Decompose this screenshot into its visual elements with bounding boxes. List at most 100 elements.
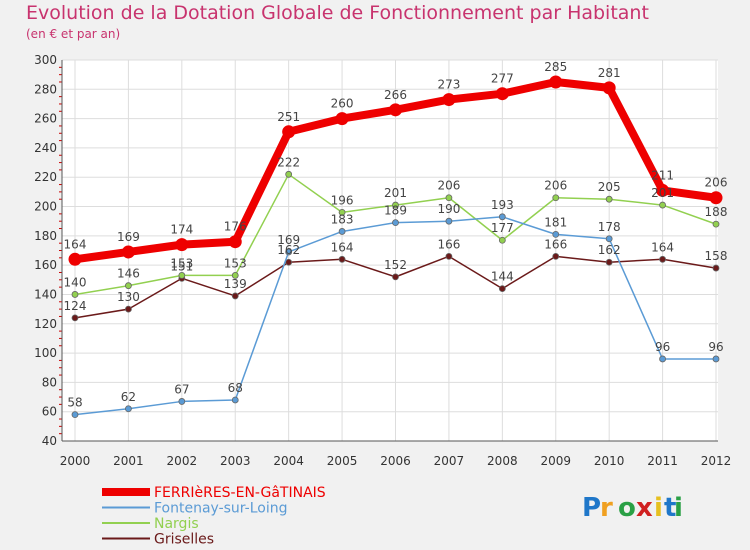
data-label: 144 bbox=[491, 270, 514, 284]
data-point bbox=[659, 255, 666, 263]
data-point bbox=[445, 194, 453, 202]
logo-letter: i bbox=[654, 493, 663, 523]
data-label: 201 bbox=[384, 186, 407, 200]
data-label: 164 bbox=[651, 240, 674, 254]
data-point bbox=[602, 81, 616, 95]
data-point bbox=[392, 273, 399, 281]
x-tick-label: 2010 bbox=[594, 454, 625, 468]
y-tick-label: 60 bbox=[42, 405, 57, 419]
data-label: 146 bbox=[117, 267, 140, 281]
data-point bbox=[495, 87, 509, 101]
data-label: 67 bbox=[174, 382, 189, 396]
data-label: 96 bbox=[655, 340, 670, 354]
data-label: 153 bbox=[170, 256, 193, 270]
axes: 40 60 80 100 120 140 160 180 200 220 240 260 280 300 2… bbox=[34, 53, 731, 468]
data-point bbox=[71, 291, 79, 298]
data-point bbox=[231, 292, 239, 300]
data-point bbox=[498, 213, 506, 221]
data-point bbox=[709, 191, 723, 205]
proxiti-logo: Pr o x i ti bbox=[582, 493, 683, 523]
data-label: 169 bbox=[117, 230, 140, 244]
logo-letter: o bbox=[618, 493, 636, 523]
data-point bbox=[392, 201, 399, 209]
x-tick-label: 2006 bbox=[380, 454, 411, 468]
data-label: 277 bbox=[491, 72, 514, 86]
y-tick-label: 240 bbox=[34, 141, 57, 155]
data-point bbox=[121, 245, 135, 259]
data-point bbox=[445, 252, 453, 260]
y-tick-label: 120 bbox=[34, 317, 57, 331]
y-tick-label: 300 bbox=[34, 53, 57, 67]
data-label: 201 bbox=[651, 186, 674, 200]
data-point bbox=[285, 248, 293, 256]
data-label: 139 bbox=[224, 277, 247, 291]
data-point bbox=[659, 355, 666, 363]
data-point bbox=[285, 258, 293, 266]
data-label: 164 bbox=[331, 240, 354, 254]
data-point bbox=[282, 125, 296, 139]
data-label: 130 bbox=[117, 290, 140, 304]
y-tick-label: 180 bbox=[34, 229, 57, 243]
data-label: 281 bbox=[598, 66, 621, 80]
data-label: 62 bbox=[121, 390, 136, 404]
data-label: 151 bbox=[170, 259, 193, 273]
data-point bbox=[125, 282, 132, 290]
legend-label: Griselles bbox=[154, 532, 214, 548]
data-point bbox=[656, 183, 670, 197]
data-label: 174 bbox=[170, 223, 193, 237]
data-point bbox=[125, 405, 132, 413]
x-tick-label: 2003 bbox=[220, 454, 251, 468]
data-label: 285 bbox=[544, 60, 567, 74]
x-tick-label: 2007 bbox=[434, 454, 465, 468]
data-point bbox=[552, 252, 560, 260]
data-point bbox=[175, 238, 189, 252]
data-point bbox=[231, 272, 239, 279]
y-tick-label: 40 bbox=[42, 434, 57, 448]
x-tick-label: 2001 bbox=[113, 454, 144, 468]
x-tick-label: 2002 bbox=[167, 454, 198, 468]
data-label: 193 bbox=[491, 198, 514, 212]
data-label: 273 bbox=[437, 78, 460, 92]
data-label: 177 bbox=[491, 221, 514, 235]
data-label: 211 bbox=[651, 168, 674, 182]
logo-letter: x bbox=[636, 493, 653, 523]
data-label: 205 bbox=[598, 180, 621, 194]
data-label: 158 bbox=[705, 249, 728, 263]
data-label: 206 bbox=[437, 179, 460, 193]
data-point bbox=[338, 228, 346, 235]
data-point bbox=[71, 411, 79, 419]
legend-label: Nargis bbox=[154, 516, 199, 532]
data-point bbox=[392, 219, 399, 227]
y-tick-label: 260 bbox=[34, 112, 57, 126]
data-point bbox=[498, 236, 506, 244]
data-label: 183 bbox=[331, 212, 354, 226]
x-tick-label: 2009 bbox=[540, 454, 571, 468]
data-point bbox=[498, 285, 506, 293]
series-lines bbox=[68, 75, 723, 419]
data-label: 164 bbox=[64, 237, 87, 251]
data-point bbox=[605, 258, 613, 266]
x-tick-label: 2005 bbox=[327, 454, 358, 468]
logo-letter: t bbox=[664, 493, 676, 523]
data-point bbox=[335, 112, 349, 126]
legend: FERRIèRES-EN-GâTINAISFontenay-sur-LoingN… bbox=[102, 485, 326, 548]
data-point bbox=[659, 201, 666, 209]
chart-subtitle: (en € et par an) bbox=[26, 27, 121, 41]
x-tick-label: 2004 bbox=[273, 454, 304, 468]
data-label: 206 bbox=[544, 179, 567, 193]
data-label: 189 bbox=[384, 204, 407, 218]
data-point bbox=[605, 195, 613, 203]
data-label: 188 bbox=[705, 205, 728, 219]
data-point bbox=[231, 396, 239, 404]
data-point bbox=[338, 255, 346, 263]
logo-letter: P bbox=[582, 493, 601, 523]
data-label: 162 bbox=[598, 243, 621, 257]
data-point bbox=[712, 264, 720, 272]
data-point bbox=[445, 217, 453, 225]
data-point bbox=[552, 230, 560, 238]
data-point bbox=[68, 252, 82, 266]
data-label: 58 bbox=[67, 396, 82, 410]
data-point bbox=[712, 220, 720, 228]
data-label: 181 bbox=[544, 215, 567, 229]
